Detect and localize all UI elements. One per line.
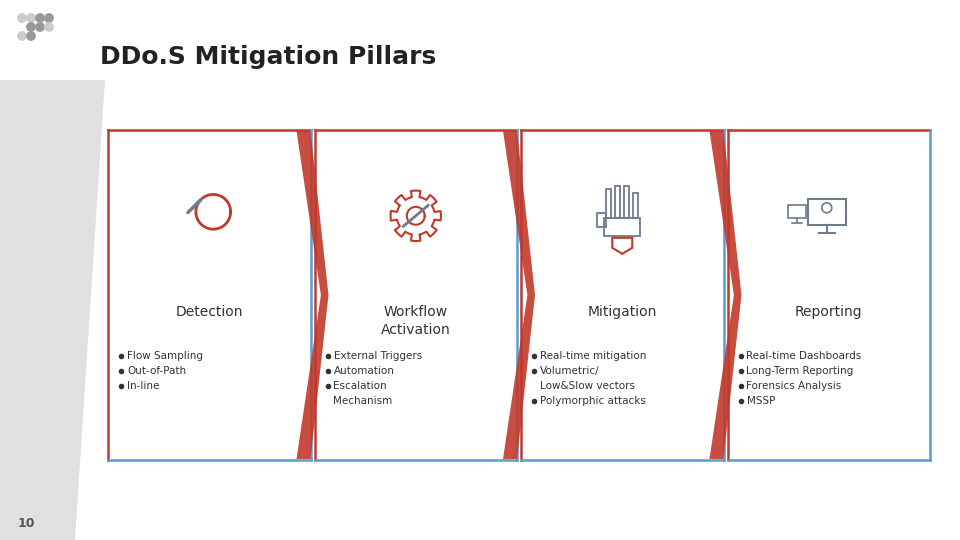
Text: MSSP: MSSP	[747, 396, 775, 406]
Circle shape	[27, 23, 36, 31]
Text: DDo.S Mitigation Pillars: DDo.S Mitigation Pillars	[100, 45, 436, 69]
Text: Flow Sampling: Flow Sampling	[127, 351, 203, 361]
Text: Out-of-Path: Out-of-Path	[127, 366, 186, 376]
FancyBboxPatch shape	[728, 130, 930, 460]
Text: Forensics Analysis: Forensics Analysis	[747, 381, 842, 391]
FancyBboxPatch shape	[315, 130, 517, 460]
Circle shape	[45, 14, 53, 22]
Polygon shape	[0, 80, 105, 540]
Text: Automation: Automation	[333, 366, 395, 376]
Bar	[604, 218, 640, 236]
Text: Reporting: Reporting	[795, 305, 863, 319]
Circle shape	[18, 14, 26, 22]
FancyBboxPatch shape	[108, 130, 310, 460]
Text: Volumetric/: Volumetric/	[540, 366, 600, 376]
Text: External Triggers: External Triggers	[333, 351, 421, 361]
Text: 10: 10	[18, 517, 36, 530]
Bar	[633, 193, 638, 218]
Text: Mitigation: Mitigation	[588, 305, 657, 319]
Text: Polymorphic attacks: Polymorphic attacks	[540, 396, 646, 406]
Circle shape	[18, 32, 26, 40]
Circle shape	[36, 14, 44, 22]
Polygon shape	[503, 131, 535, 459]
Polygon shape	[709, 131, 741, 459]
Bar	[606, 189, 611, 218]
Circle shape	[36, 23, 44, 31]
Bar	[597, 213, 607, 227]
Text: Mechanism: Mechanism	[333, 396, 393, 406]
Text: Low&Slow vectors: Low&Slow vectors	[540, 381, 635, 391]
FancyBboxPatch shape	[521, 130, 724, 460]
Text: Real-time Dashboards: Real-time Dashboards	[747, 351, 862, 361]
Bar	[788, 205, 805, 218]
Text: Escalation: Escalation	[333, 381, 387, 391]
Polygon shape	[297, 131, 328, 459]
Text: Real-time mitigation: Real-time mitigation	[540, 351, 646, 361]
Text: Workflow
Activation: Workflow Activation	[381, 305, 450, 338]
Bar	[623, 186, 629, 218]
Bar	[614, 186, 620, 218]
Text: Long-Term Reporting: Long-Term Reporting	[747, 366, 853, 376]
Circle shape	[45, 23, 53, 31]
Bar	[807, 199, 846, 225]
Text: Detection: Detection	[176, 305, 243, 319]
Circle shape	[27, 14, 36, 22]
Text: In-line: In-line	[127, 381, 159, 391]
Circle shape	[27, 32, 36, 40]
